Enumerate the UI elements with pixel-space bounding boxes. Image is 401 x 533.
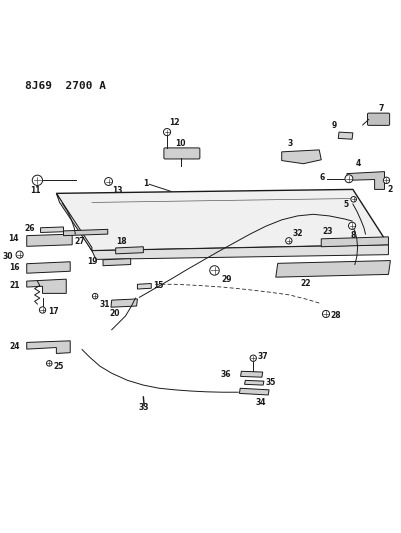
Circle shape [105, 177, 113, 185]
Text: 33: 33 [138, 403, 149, 412]
Text: 8J69  2700 A: 8J69 2700 A [25, 80, 106, 91]
Text: 32: 32 [293, 229, 303, 238]
Polygon shape [282, 150, 321, 164]
Text: 14: 14 [8, 235, 19, 244]
Text: 13: 13 [112, 186, 122, 195]
Text: 31: 31 [99, 300, 109, 309]
Circle shape [39, 307, 46, 313]
Circle shape [210, 266, 219, 275]
Text: 20: 20 [109, 309, 120, 318]
Circle shape [348, 222, 356, 229]
Circle shape [32, 175, 43, 185]
Text: 24: 24 [10, 342, 20, 351]
Text: 6: 6 [319, 173, 324, 182]
Circle shape [47, 361, 52, 366]
Text: 19: 19 [87, 257, 98, 266]
Text: 25: 25 [53, 361, 64, 370]
Polygon shape [57, 193, 92, 251]
Text: 28: 28 [331, 311, 341, 320]
Circle shape [92, 293, 98, 299]
Text: 34: 34 [256, 398, 266, 407]
Polygon shape [63, 229, 108, 236]
Text: 29: 29 [222, 275, 232, 284]
Circle shape [322, 310, 330, 318]
Text: 12: 12 [169, 118, 180, 127]
Text: 26: 26 [24, 224, 34, 232]
Circle shape [250, 355, 256, 361]
Text: 22: 22 [300, 279, 311, 288]
Polygon shape [347, 172, 385, 189]
Text: 7: 7 [379, 104, 384, 113]
Text: 30: 30 [2, 252, 13, 261]
Text: 11: 11 [30, 186, 40, 195]
Text: 27: 27 [74, 237, 85, 246]
Polygon shape [27, 279, 66, 293]
Text: 3: 3 [288, 139, 293, 148]
Polygon shape [245, 381, 264, 385]
Polygon shape [27, 262, 70, 273]
Polygon shape [338, 132, 353, 139]
Circle shape [351, 197, 356, 202]
Text: 37: 37 [258, 352, 269, 361]
Text: 8: 8 [351, 231, 356, 240]
Polygon shape [111, 299, 138, 307]
Polygon shape [27, 341, 70, 353]
Polygon shape [103, 259, 131, 266]
Text: 10: 10 [176, 139, 186, 148]
Polygon shape [321, 237, 389, 247]
Text: 21: 21 [10, 281, 20, 290]
Circle shape [345, 175, 353, 183]
FancyBboxPatch shape [367, 113, 390, 125]
Circle shape [383, 177, 390, 183]
Circle shape [286, 238, 292, 244]
Text: 36: 36 [221, 369, 231, 378]
Text: 35: 35 [265, 378, 275, 387]
Text: 17: 17 [48, 308, 58, 317]
Text: 2: 2 [388, 185, 393, 195]
Text: 1: 1 [143, 179, 148, 188]
Polygon shape [241, 372, 263, 377]
Polygon shape [276, 261, 391, 277]
Polygon shape [239, 388, 269, 395]
Text: 18: 18 [116, 237, 127, 246]
Circle shape [16, 251, 23, 258]
Circle shape [164, 128, 170, 135]
Text: 9: 9 [332, 121, 337, 130]
Polygon shape [138, 284, 151, 289]
Polygon shape [41, 227, 63, 232]
Text: 15: 15 [153, 281, 164, 290]
Polygon shape [57, 189, 389, 251]
Text: 23: 23 [322, 227, 332, 236]
Polygon shape [27, 234, 72, 246]
Text: 5: 5 [344, 199, 349, 208]
Text: 4: 4 [356, 159, 361, 168]
Polygon shape [115, 247, 143, 254]
Polygon shape [92, 245, 389, 260]
FancyBboxPatch shape [164, 148, 200, 159]
Text: 16: 16 [10, 263, 20, 272]
